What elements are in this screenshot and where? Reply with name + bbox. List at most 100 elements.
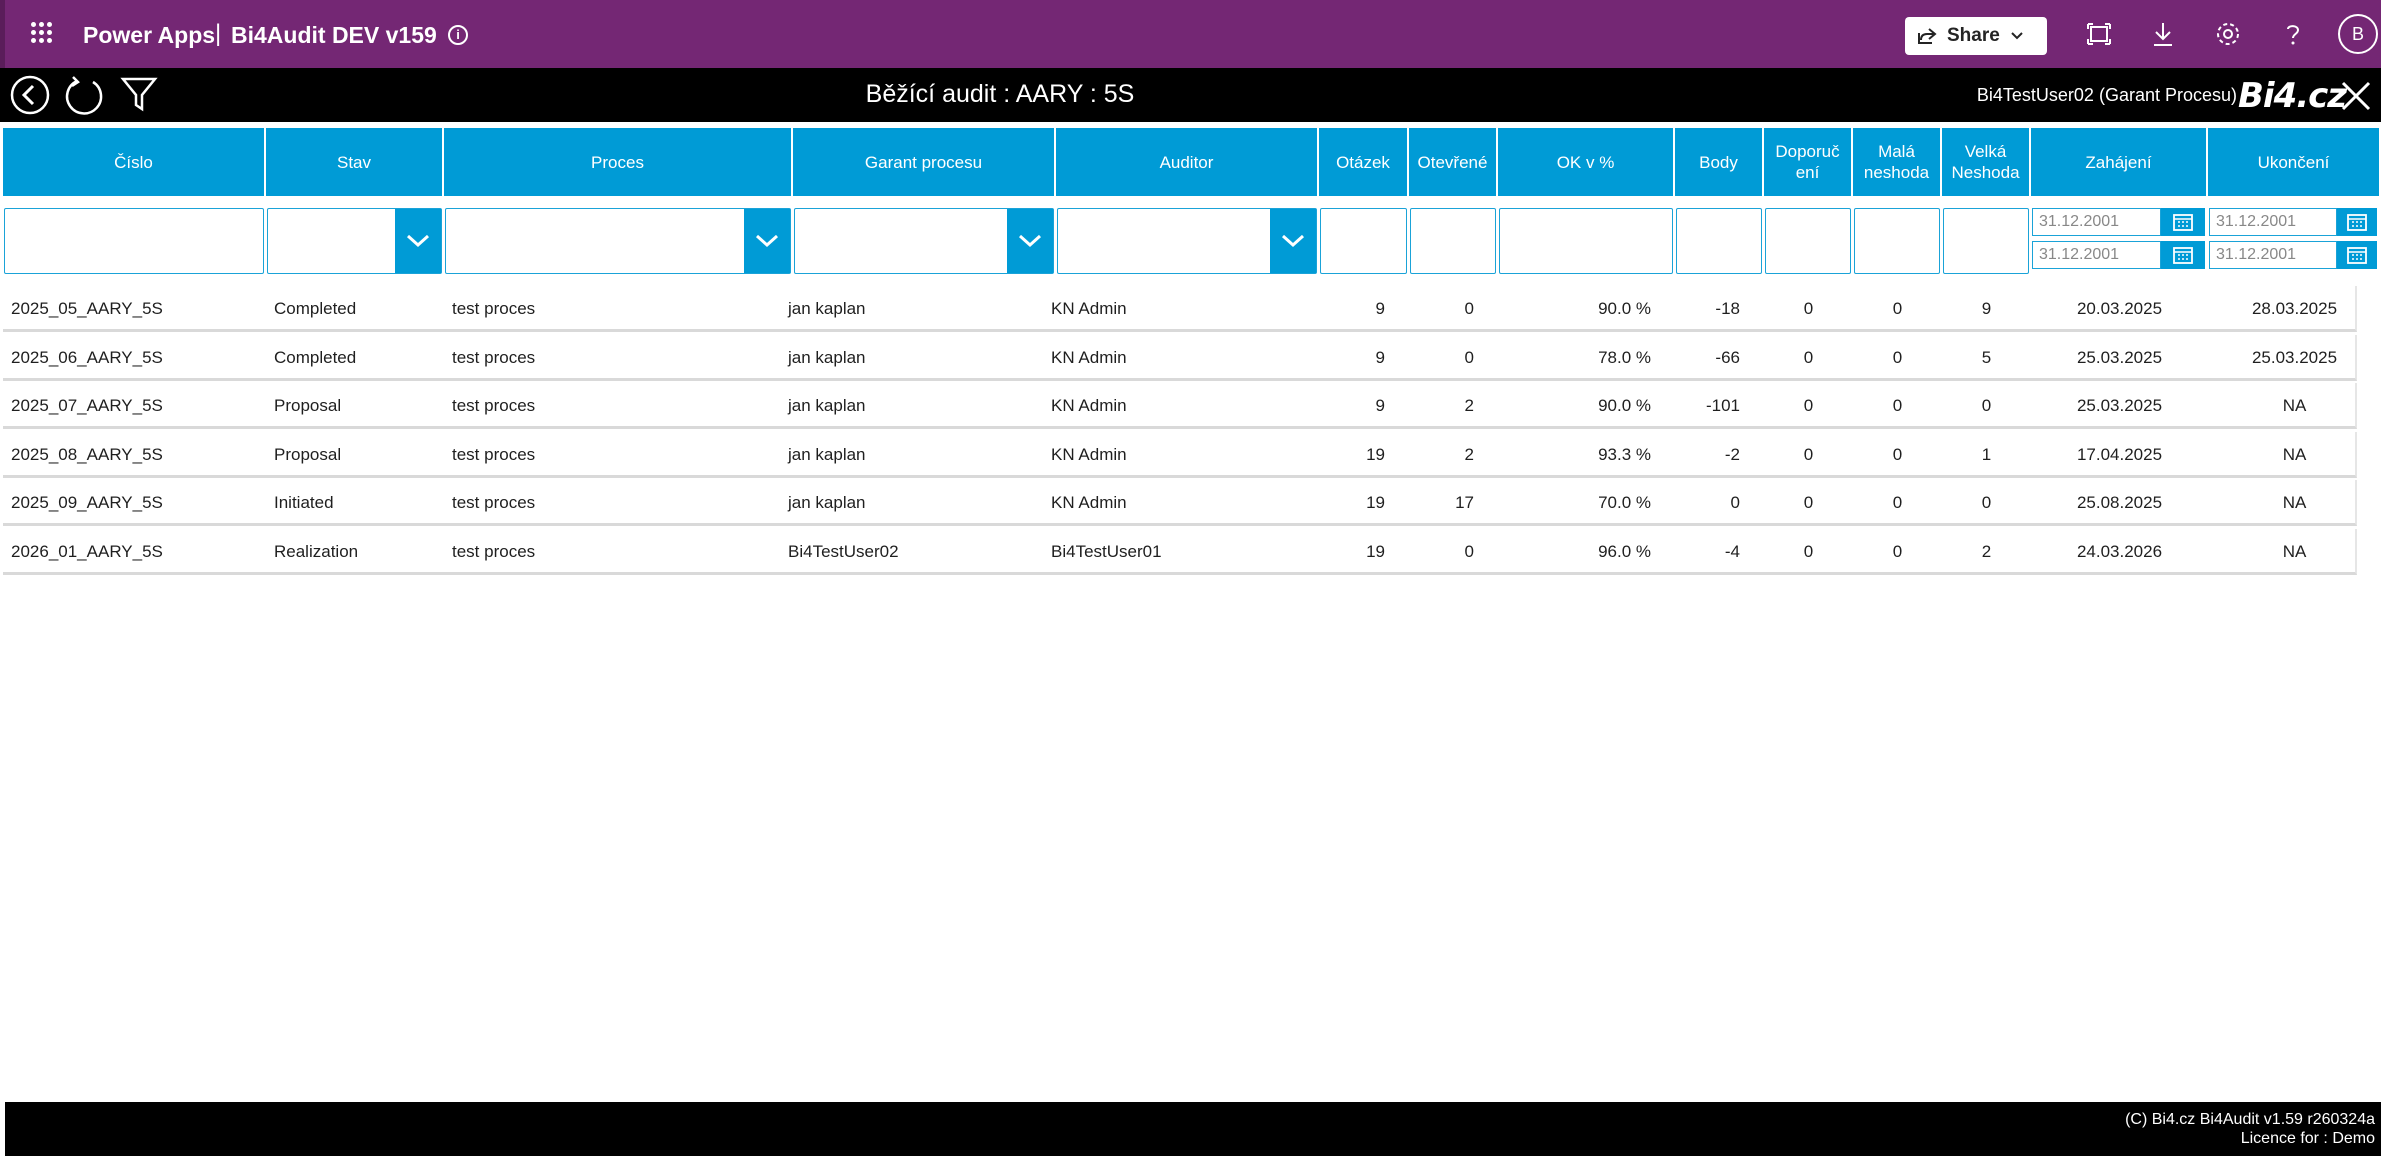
cell-cislo: 2025_08_AARY_5S xyxy=(11,444,163,464)
date-picker-button[interactable] xyxy=(2337,241,2377,269)
cell-proces: test proces xyxy=(452,444,536,464)
cell-ok: 90.0 % xyxy=(1598,396,1651,416)
filter-dropdown-auditor[interactable] xyxy=(1057,208,1317,274)
cell-stav: Proposal xyxy=(274,396,342,416)
cell-cislo: 2026_01_AARY_5S xyxy=(11,542,163,561)
cell-body: -4 xyxy=(1724,542,1740,561)
info-icon[interactable]: i xyxy=(448,25,468,45)
column-header-body[interactable]: Body xyxy=(1675,128,1764,196)
column-header-otevrene[interactable]: Otevřené xyxy=(1409,128,1498,196)
cell-proces: test proces xyxy=(452,542,536,561)
filter-input-ok[interactable] xyxy=(1499,208,1673,274)
column-header-auditor[interactable]: Auditor xyxy=(1056,128,1319,196)
date-picker-button[interactable] xyxy=(2161,208,2205,236)
cell-garant: jan kaplan xyxy=(788,347,866,367)
cell-garant: jan kaplan xyxy=(788,493,866,513)
filter-input-body[interactable] xyxy=(1676,208,1762,274)
column-header-velka[interactable]: Velká Neshoda xyxy=(1942,128,2031,196)
column-header-stav[interactable]: Stav xyxy=(266,128,444,196)
cell-stav: Proposal xyxy=(274,444,342,464)
title-separator: | xyxy=(215,20,222,47)
filter-dropdown-garant[interactable] xyxy=(794,208,1054,274)
date-picker-button[interactable] xyxy=(2161,241,2205,269)
filter-input-otevrene[interactable] xyxy=(1410,208,1496,274)
cell-otazek: 9 xyxy=(1375,299,1385,318)
cell-otevrene: 0 xyxy=(1464,299,1474,318)
column-header-garant[interactable]: Garant procesu xyxy=(793,128,1056,196)
date-picker-button[interactable] xyxy=(2337,208,2377,236)
column-header-otazek[interactable]: Otázek xyxy=(1319,128,1409,196)
refresh-icon[interactable] xyxy=(63,74,105,116)
column-header-zahajeni[interactable]: Zahájení xyxy=(2031,128,2208,196)
cell-otazek: 19 xyxy=(1366,444,1385,464)
column-header-cislo[interactable]: Číslo xyxy=(3,128,266,196)
cell-ukonceni: 25.03.2025 xyxy=(2251,347,2338,367)
filter-input-velka[interactable] xyxy=(1943,208,2029,274)
filter-icon[interactable] xyxy=(119,74,159,114)
filter-input-mala[interactable] xyxy=(1854,208,1940,274)
cell-body: -18 xyxy=(1715,299,1740,318)
cell-cislo: 2025_06_AARY_5S xyxy=(11,347,163,367)
filter-dropdown-stav[interactable] xyxy=(267,208,442,274)
fit-to-window-icon[interactable] xyxy=(2085,20,2113,48)
dropdown-toggle[interactable] xyxy=(744,209,790,273)
cell-auditor: KN Admin xyxy=(1051,493,1127,513)
dropdown-toggle[interactable] xyxy=(1270,209,1316,273)
cell-cislo: 2025_05_AARY_5S xyxy=(11,299,163,318)
cell-proces: test proces xyxy=(452,396,536,416)
close-icon[interactable] xyxy=(2340,80,2372,112)
cell-cislo: 2025_09_AARY_5S xyxy=(11,493,163,513)
column-header-proces[interactable]: Proces xyxy=(444,128,793,196)
cell-otazek: 19 xyxy=(1366,493,1385,513)
cell-doporuceni: 0 xyxy=(1803,396,1814,416)
app-launcher-icon[interactable] xyxy=(31,22,53,44)
settings-gear-icon[interactable] xyxy=(2214,20,2242,48)
cell-mala: 0 xyxy=(1892,347,1903,367)
cell-ukonceni: NA xyxy=(2282,444,2307,464)
dropdown-toggle[interactable] xyxy=(395,209,441,273)
app-name: Bi4Audit DEV v159 xyxy=(231,22,437,48)
cell-mala: 0 xyxy=(1892,493,1903,513)
filter-dropdown-proces[interactable] xyxy=(445,208,791,274)
footer: (C) Bi4.cz Bi4Audit v1.59 r260324a Licen… xyxy=(5,1102,2381,1156)
calendar-icon xyxy=(2173,247,2193,264)
chevron-down-icon xyxy=(1281,234,1305,248)
cell-otazek: 9 xyxy=(1375,347,1385,367)
cell-auditor: KN Admin xyxy=(1051,396,1127,416)
dropdown-toggle[interactable] xyxy=(1007,209,1053,273)
date-filter-ukonceni-to[interactable]: 31.12.2001 xyxy=(2209,241,2337,269)
filter-input-cislo[interactable] xyxy=(4,208,264,274)
filter-input-doporuceni[interactable] xyxy=(1765,208,1851,274)
date-filter-zahajeni-to[interactable]: 31.12.2001 xyxy=(2032,241,2161,269)
cell-zahajeni: 25.03.2025 xyxy=(2076,347,2163,367)
cell-mala: 0 xyxy=(1892,396,1903,416)
cell-auditor: Bi4TestUser01 xyxy=(1051,542,1162,561)
cell-otevrene: 0 xyxy=(1464,347,1474,367)
row-background xyxy=(3,529,2357,575)
column-header-mala[interactable]: Malá neshoda xyxy=(1853,128,1942,196)
cell-velka: 1 xyxy=(1981,444,1992,464)
column-header-ukonceni[interactable]: Ukončení xyxy=(2208,128,2381,196)
date-filter-zahajeni-from[interactable]: 31.12.2001 xyxy=(2032,208,2161,236)
help-icon[interactable] xyxy=(2279,20,2307,48)
row-background xyxy=(3,383,2357,430)
cell-velka: 9 xyxy=(1981,299,1992,318)
cell-garant: jan kaplan xyxy=(788,444,866,464)
product-name: Power Apps xyxy=(83,22,216,48)
calendar-icon xyxy=(2347,247,2367,264)
cell-otazek: 19 xyxy=(1366,542,1385,561)
date-filter-ukonceni-from[interactable]: 31.12.2001 xyxy=(2209,208,2337,236)
chevron-down-icon xyxy=(755,234,779,248)
column-header-ok[interactable]: OK v % xyxy=(1498,128,1675,196)
user-avatar[interactable]: B xyxy=(2338,14,2378,54)
cell-auditor: KN Admin xyxy=(1051,444,1127,464)
cell-velka: 5 xyxy=(1981,347,1992,367)
cell-zahajeni: 25.03.2025 xyxy=(2076,396,2163,416)
cell-doporuceni: 0 xyxy=(1803,444,1814,464)
column-header-doporuceni[interactable]: Doporuč ení xyxy=(1764,128,1853,196)
download-icon[interactable] xyxy=(2149,20,2177,48)
cell-ukonceni: NA xyxy=(2282,493,2307,513)
filter-input-otazek[interactable] xyxy=(1320,208,1407,274)
share-button[interactable]: Share xyxy=(1905,17,2047,55)
back-icon[interactable] xyxy=(9,74,51,116)
